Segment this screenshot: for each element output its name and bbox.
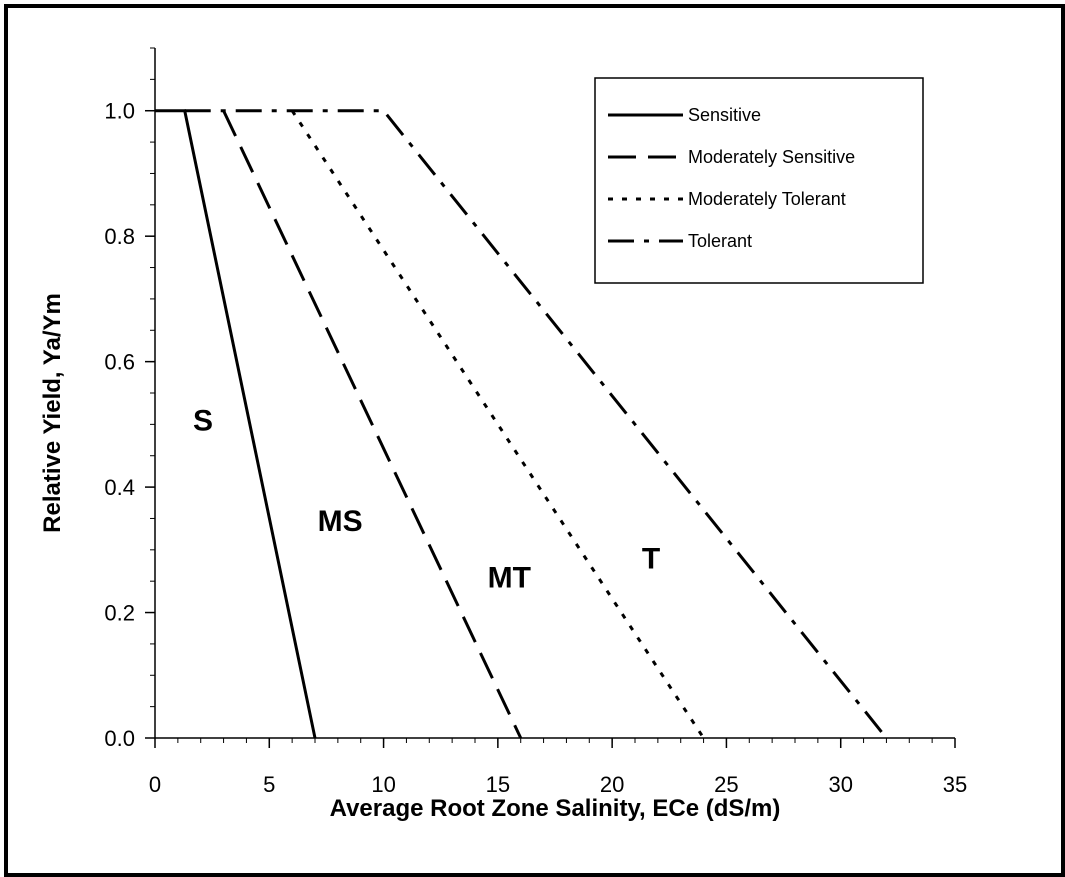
- x-tick-label: 25: [714, 772, 738, 797]
- y-tick-label: 0.4: [104, 475, 135, 500]
- legend-box: [594, 77, 924, 284]
- y-tick-label: 0.6: [104, 350, 135, 375]
- x-tick-label: 35: [943, 772, 967, 797]
- y-tick-label: 0.2: [104, 601, 135, 626]
- x-axis-title: Average Root Zone Salinity, ECe (dS/m): [330, 795, 781, 822]
- x-tick-label: 5: [263, 772, 275, 797]
- series-line-sensitive: [155, 109, 317, 739]
- region-label-ms: MS: [318, 505, 363, 538]
- legend-label: Moderately Sensitive: [688, 147, 855, 167]
- x-tick-label: 30: [828, 772, 852, 797]
- region-label-mt: MT: [488, 561, 531, 594]
- region-label-t: T: [642, 543, 660, 576]
- y-tick-label: 0.0: [104, 726, 135, 751]
- x-tick-label: 10: [371, 772, 395, 797]
- x-tick-label: 20: [600, 772, 624, 797]
- legend-label: Tolerant: [688, 231, 752, 251]
- series-line-tolerant: [184, 109, 888, 739]
- region-label-s: S: [193, 405, 213, 438]
- legend-label: Sensitive: [688, 105, 761, 125]
- y-tick-label: 0.8: [104, 224, 135, 249]
- series-line-moderately-sensitive: [222, 110, 523, 739]
- x-tick-label: 0: [149, 772, 161, 797]
- y-tick-label: 1.0: [104, 99, 135, 124]
- y-axis-title: Relative Yield, Ya/Ym: [39, 293, 66, 533]
- legend-label: Moderately Tolerant: [688, 189, 846, 209]
- x-tick-label: 15: [486, 772, 510, 797]
